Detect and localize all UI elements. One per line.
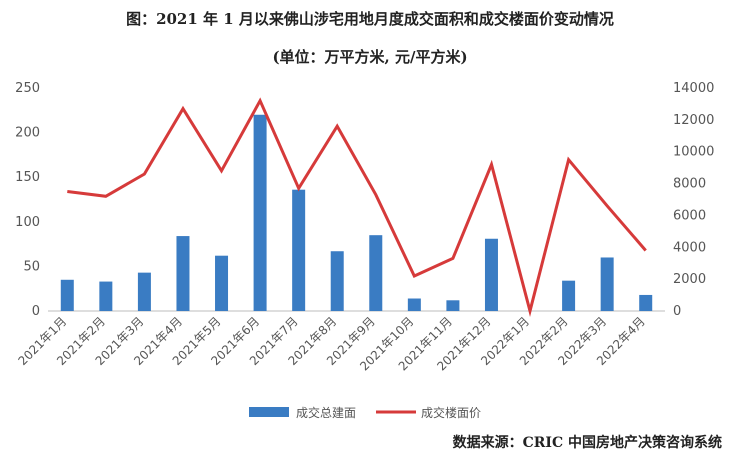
chart-subtitle: (单位：万平方米, 元/平方米) [272,48,468,66]
bar [562,280,576,311]
bar [137,272,151,311]
bar [369,235,383,311]
right-axis-tick-label: 12000 [673,113,714,128]
data-source-note: 数据来源：CRIC 中国房地产决策咨询系统 [452,435,722,451]
bar [60,279,74,311]
bar [446,300,460,311]
bar [484,238,498,311]
legend-line-label: 成交楼面价 [421,405,481,420]
bar [253,114,267,311]
right-axis-tick-label: 0 [673,304,681,319]
bar [407,298,421,311]
left-axis-tick-label: 200 [15,126,40,141]
right-axis-tick-label: 10000 [673,145,714,160]
line-series [67,97,647,317]
left-axis-ticks: 0 50 100 150 200 250 [15,81,40,319]
chart-title: 图：2021 年 1 月以来佛山涉宅用地月度成交面积和成交楼面价变动情况 [126,10,614,28]
left-axis-tick-label: 50 [23,259,40,274]
price-line [67,97,647,317]
bar [292,189,306,311]
right-axis-tick-label: 4000 [673,240,706,255]
legend-bar-swatch [249,407,289,417]
right-axis-tick-label: 8000 [673,177,706,192]
left-axis-tick-label: 0 [32,304,40,319]
legend-bar-label: 成交总建面 [296,405,356,420]
bar [639,294,653,311]
bar-series [60,114,653,311]
bar [215,255,229,311]
legend: 成交总建面 成交楼面价 [249,405,481,420]
bar [330,251,344,311]
bar [600,257,614,311]
bar [99,281,113,311]
right-axis-tick-label: 2000 [673,272,706,287]
right-axis-tick-label: 6000 [673,208,706,223]
left-axis-tick-label: 150 [15,170,40,185]
left-axis-tick-label: 100 [15,215,40,230]
x-axis-ticks: 2021年1月2021年2月2021年3月2021年4月2021年5月2021年… [16,314,648,373]
right-axis-tick-label: 14000 [673,81,714,96]
bar [176,236,190,311]
right-axis-ticks: 0 2000 4000 6000 8000 10000 12000 14000 [673,81,714,319]
left-axis-tick-label: 250 [15,81,40,96]
